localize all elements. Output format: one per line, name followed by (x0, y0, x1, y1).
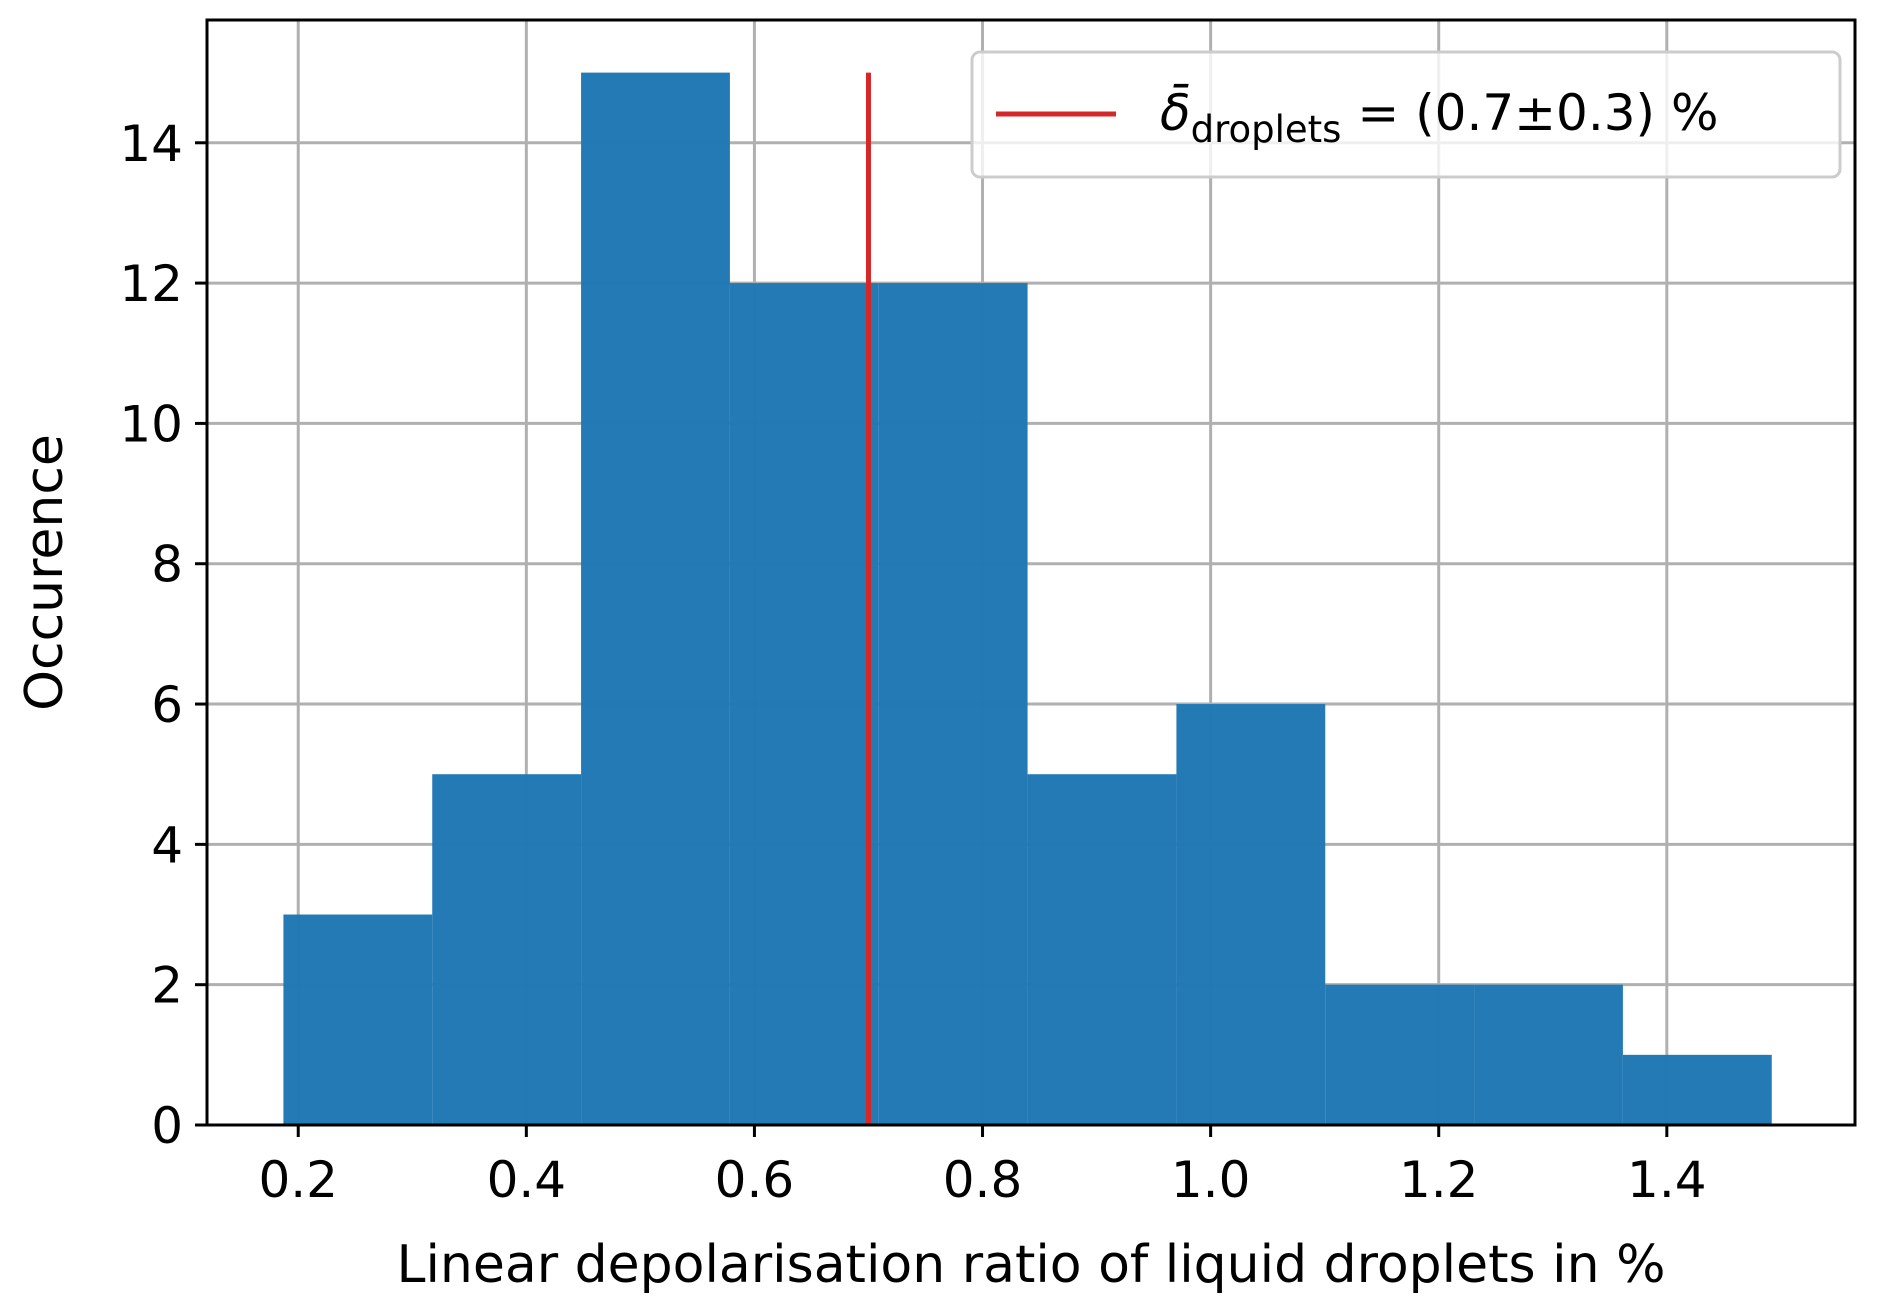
legend-entry: δ̄droplets = (0.7±0.3) % (1160, 83, 1718, 151)
axis-ticks: 0.2 0.4 0.6 0.8 1.0 1.2 1.4 0 2 4 6 8 10 12 14 (119, 115, 1706, 1209)
y-tick-label-5: 10 (119, 395, 183, 453)
histogram-bar-9 (1622, 1054, 1772, 1125)
histogram-bar-6 (1176, 704, 1326, 1125)
grid (207, 20, 1855, 1127)
legend: δ̄droplets = (0.7±0.3) % (970, 50, 1842, 179)
y-tick-label-0: 0 (151, 1097, 183, 1155)
histogram-bar-5 (1027, 774, 1177, 1125)
x-tick-label-1: 0.4 (487, 1151, 567, 1209)
x-tick-label-2: 0.6 (715, 1151, 795, 1209)
y-axis-label: Occurence (15, 434, 75, 711)
histogram-bar-7 (1325, 984, 1475, 1125)
x-tick-label-5: 1.2 (1399, 1151, 1479, 1209)
x-tick-label-6: 1.4 (1627, 1151, 1707, 1209)
histogram-bars (283, 72, 1772, 1126)
legend-rest: = (0.7±0.3) % (1341, 84, 1718, 142)
histogram-bar-1 (432, 774, 582, 1125)
y-tick-label-7: 14 (119, 115, 183, 173)
x-tick-label-0: 0.2 (258, 1151, 338, 1209)
y-tick-label-1: 2 (151, 957, 183, 1015)
histogram-bar-8 (1474, 984, 1623, 1125)
legend-box (970, 50, 1842, 179)
legend-subscript: droplets (1191, 108, 1342, 151)
histogram-bar-0 (283, 914, 433, 1125)
legend-symbol: δ̄ (1160, 83, 1191, 142)
y-tick-label-3: 6 (151, 676, 183, 734)
y-tick-label-2: 4 (151, 816, 183, 874)
x-axis-label: Linear depolarisation ratio of liquid dr… (397, 1235, 1666, 1295)
plot-frame (205, 18, 1857, 1127)
y-tick-label-6: 12 (119, 255, 183, 313)
histogram-bar-3 (729, 283, 879, 1126)
histogram-bar-4 (878, 283, 1028, 1126)
x-tick-label-3: 0.8 (943, 1151, 1023, 1209)
y-tick-label-4: 8 (151, 536, 183, 594)
histogram-bar-2 (581, 72, 730, 1126)
x-tick-label-4: 1.0 (1171, 1151, 1251, 1209)
